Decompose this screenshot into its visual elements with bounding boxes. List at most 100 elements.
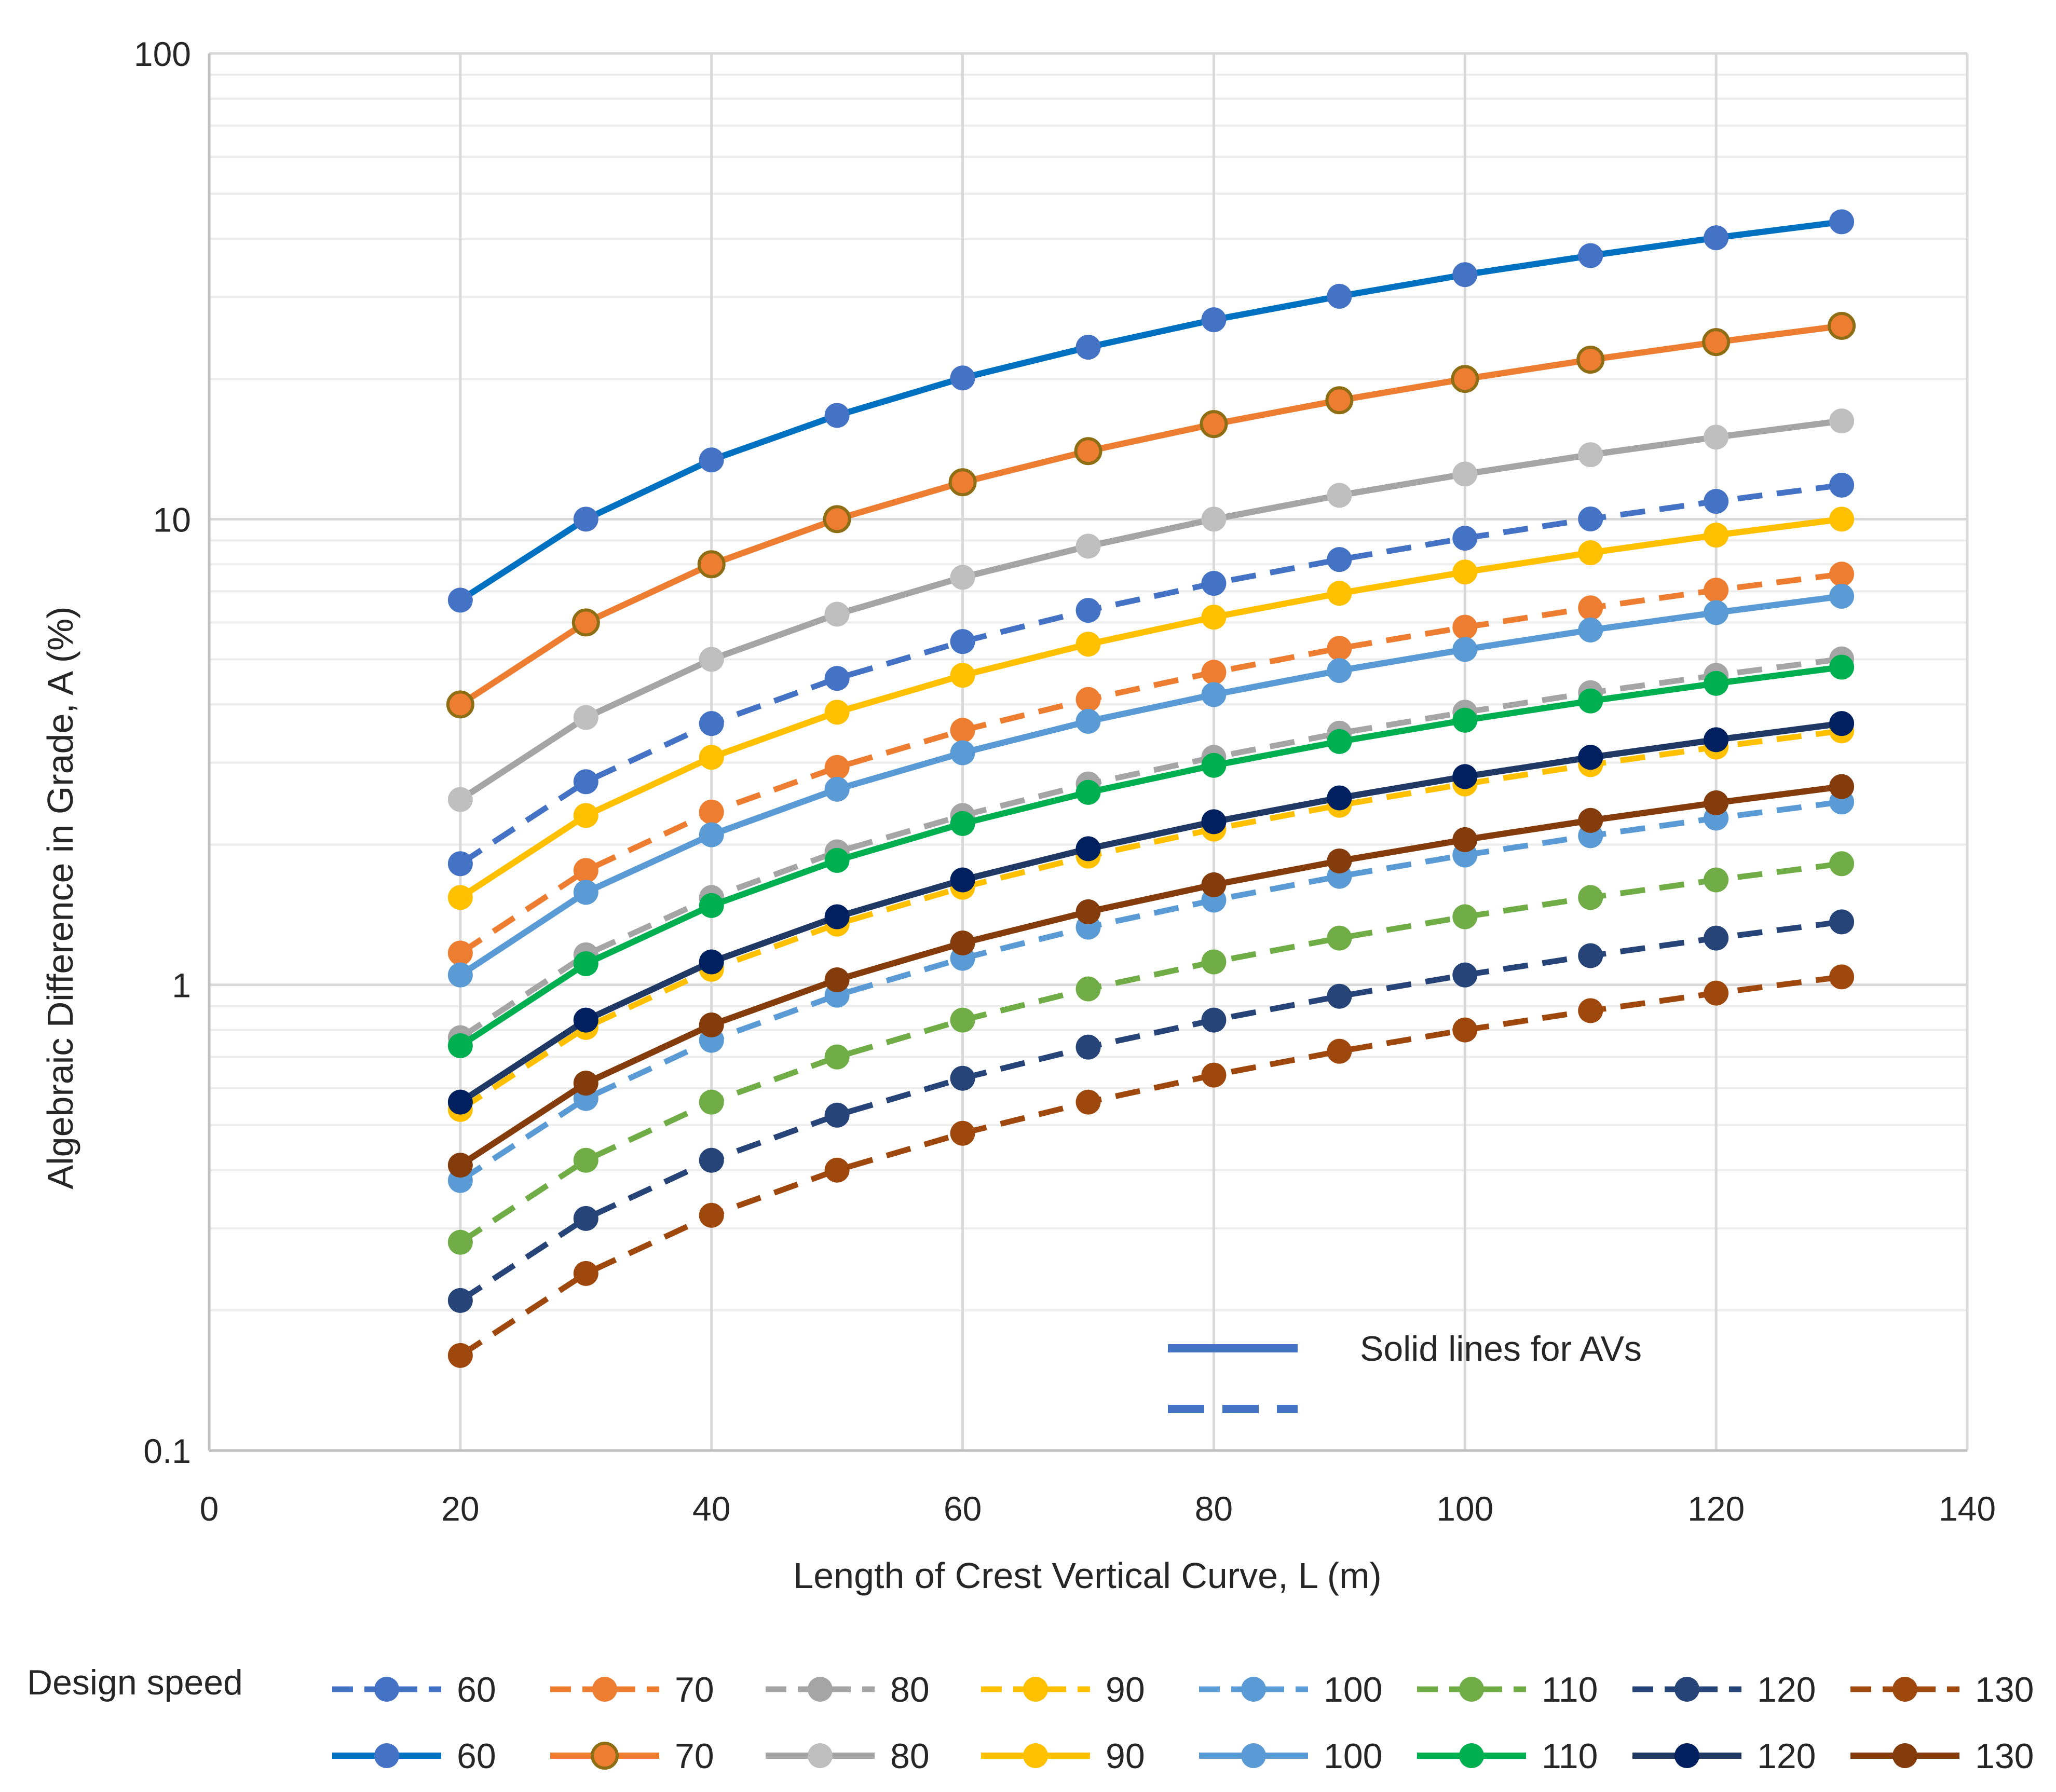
legend-entry-solid-110: 110 <box>1417 1736 1598 1776</box>
data-point <box>573 1007 598 1033</box>
data-point <box>1452 1017 1478 1043</box>
data-point <box>1578 808 1603 833</box>
series-line <box>458 783 1842 1168</box>
data-point <box>1075 687 1101 712</box>
series-dashed-60 <box>447 472 1855 877</box>
legend-entry-solid-70: 70 <box>550 1736 714 1776</box>
data-point <box>1578 943 1603 968</box>
data-point <box>1829 472 1855 498</box>
data-point <box>1201 809 1227 835</box>
data-point <box>699 447 724 473</box>
data-point <box>699 949 724 975</box>
data-point <box>1327 283 1352 309</box>
data-point <box>699 799 724 825</box>
data-point <box>824 601 850 627</box>
legend-swatch-marker <box>1674 1743 1699 1768</box>
data-point <box>824 847 850 873</box>
series-solid-120 <box>447 711 1855 1115</box>
data-point <box>699 647 724 672</box>
data-point <box>824 1044 850 1070</box>
x-tick-label: 120 <box>1687 1489 1745 1528</box>
legend-swatch-marker <box>808 1743 833 1768</box>
data-point <box>573 951 598 976</box>
data-point <box>1452 461 1478 487</box>
data-point <box>1451 365 1479 393</box>
data-point <box>824 1157 850 1183</box>
data-point <box>447 962 473 988</box>
legend-label: 90 <box>1106 1736 1145 1776</box>
series-line <box>458 974 1842 1358</box>
data-point <box>1829 964 1855 990</box>
series-line <box>458 323 1842 707</box>
series-dashed-100 <box>447 789 1855 1193</box>
data-point <box>950 718 975 743</box>
legend-swatch-marker <box>1674 1677 1699 1702</box>
data-point <box>824 776 850 802</box>
data-point <box>1578 617 1603 642</box>
data-point <box>1452 262 1478 288</box>
data-point <box>1075 1034 1101 1060</box>
legend-label: 110 <box>1542 1736 1598 1776</box>
x-tick-label: 20 <box>441 1489 479 1528</box>
data-point <box>1704 867 1729 893</box>
series-solid-70 <box>446 311 1856 719</box>
y-axis-title: Algebraic Difference in Grade, A (%) <box>40 606 80 1189</box>
data-point <box>824 1102 850 1128</box>
data-point <box>573 1071 598 1096</box>
x-tick-label: 0 <box>200 1489 219 1528</box>
data-point <box>1452 637 1478 662</box>
data-point <box>824 403 850 428</box>
data-point <box>1201 660 1227 685</box>
series-layer <box>446 209 1856 1368</box>
data-point <box>699 1147 724 1173</box>
data-point <box>1201 507 1227 532</box>
data-point <box>1075 899 1101 924</box>
data-point <box>1829 583 1855 609</box>
data-point <box>1829 851 1855 877</box>
legend-label: 130 <box>1975 1670 2034 1709</box>
data-point <box>446 690 474 719</box>
data-point <box>571 608 600 637</box>
data-point <box>1327 581 1352 606</box>
legend-entry-dashed-110: 110 <box>1417 1670 1598 1709</box>
legend-swatch-marker <box>374 1677 399 1702</box>
data-point <box>1829 711 1855 736</box>
data-point <box>573 803 598 828</box>
legend-label: 100 <box>1324 1670 1382 1709</box>
data-point <box>1578 243 1603 268</box>
data-point <box>1201 1007 1227 1033</box>
series-line <box>458 664 1842 1049</box>
data-point <box>1704 578 1729 603</box>
series-solid-110 <box>447 654 1855 1059</box>
data-point <box>573 705 598 730</box>
grid <box>208 52 1969 1452</box>
series-solid-130 <box>447 774 1855 1178</box>
data-point <box>447 587 473 613</box>
data-point <box>1201 682 1227 707</box>
series-line <box>458 516 1842 900</box>
series-line <box>458 919 1842 1303</box>
data-point <box>1829 507 1855 532</box>
legend-title: Design speed <box>27 1663 243 1702</box>
data-point <box>1327 636 1352 661</box>
legend-swatch-marker <box>591 1742 619 1770</box>
data-point <box>1075 708 1101 734</box>
legend-label: 60 <box>457 1736 496 1776</box>
data-point <box>1075 779 1101 805</box>
legend-label: 120 <box>1757 1670 1816 1709</box>
data-point <box>1704 671 1729 696</box>
data-point <box>1829 408 1855 434</box>
x-axis-title: Length of Crest Vertical Curve, L (m) <box>793 1555 1381 1596</box>
data-point <box>1702 328 1731 357</box>
data-point <box>1074 437 1102 466</box>
legend-label: 80 <box>890 1736 930 1776</box>
data-point <box>1578 506 1603 531</box>
data-point <box>1075 598 1101 623</box>
data-point <box>1452 707 1478 733</box>
data-point <box>1578 540 1603 566</box>
data-point <box>573 507 598 532</box>
data-point <box>447 1033 473 1059</box>
data-point <box>1829 774 1855 799</box>
legend-label: 130 <box>1975 1736 2034 1776</box>
legend-entry-dashed-70: 70 <box>550 1670 714 1709</box>
